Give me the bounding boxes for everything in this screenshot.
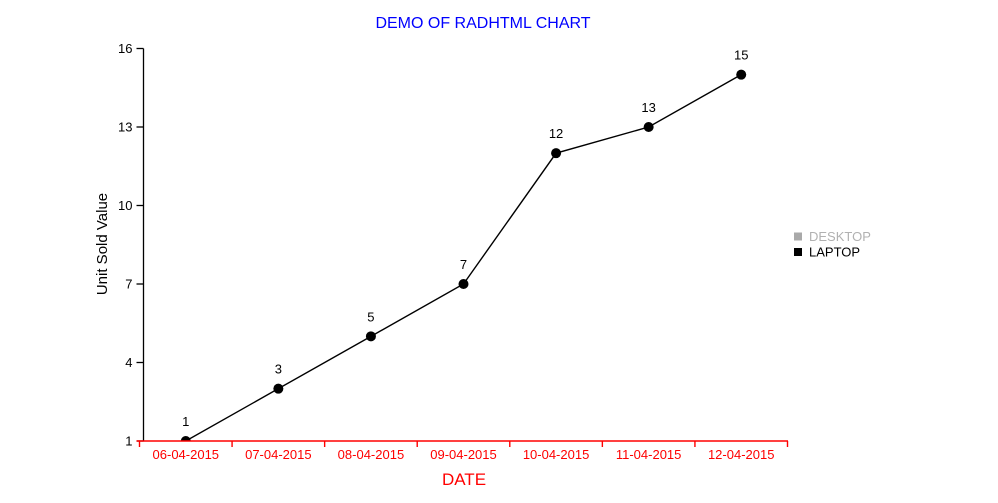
x-tick-label: 09-04-2015	[430, 447, 497, 462]
x-tick-label: 10-04-2015	[523, 447, 590, 462]
data-point	[736, 69, 747, 80]
data-point	[643, 122, 654, 132]
data-point-label: 15	[734, 48, 748, 63]
y-tick-label: 1	[125, 434, 132, 449]
data-point-label: 1	[182, 414, 189, 429]
y-tick-label: 7	[125, 277, 132, 292]
data-point-label: 3	[275, 362, 282, 377]
data-point	[551, 148, 562, 159]
legend-marker	[794, 248, 802, 256]
data-point-label: 12	[549, 126, 563, 141]
y-tick-label: 4	[125, 355, 132, 370]
x-tick-label: 11-04-2015	[616, 447, 682, 462]
x-axis-title: DATE	[442, 470, 486, 489]
data-point-label: 5	[367, 309, 374, 324]
x-tick-label: 07-04-2015	[245, 447, 312, 462]
y-axis-title: Unit Sold Value	[94, 193, 111, 295]
data-point	[458, 279, 469, 289]
legend-label: DESKTOP	[809, 229, 871, 244]
x-tick-label: 08-04-2015	[338, 447, 405, 462]
y-tick-label: 16	[118, 41, 132, 56]
x-axis-ticks: 06-04-2015 07-04-2015 08-04-2015 09-04-2015…	[138, 441, 789, 462]
data-point-label: 7	[460, 257, 467, 272]
x-tick-label: 12-04-2015	[708, 447, 775, 462]
chart-title: DEMO OF RADHTML CHART	[375, 15, 590, 32]
legend-item-laptop[interactable]: LAPTOP	[794, 245, 860, 260]
data-point	[273, 383, 284, 394]
legend-label: LAPTOP	[809, 245, 860, 260]
y-tick-label: 10	[118, 198, 132, 213]
y-tick-label: 13	[118, 120, 132, 135]
data-point	[365, 331, 376, 342]
x-tick-label: 06-04-2015	[153, 447, 220, 462]
data-point	[180, 436, 191, 441]
legend-item-desktop[interactable]: DESKTOP	[794, 229, 871, 244]
data-point-label: 13	[641, 100, 655, 115]
legend-marker	[794, 232, 802, 241]
y-axis-ticks: 1 4 7 10 13 16	[118, 41, 144, 449]
